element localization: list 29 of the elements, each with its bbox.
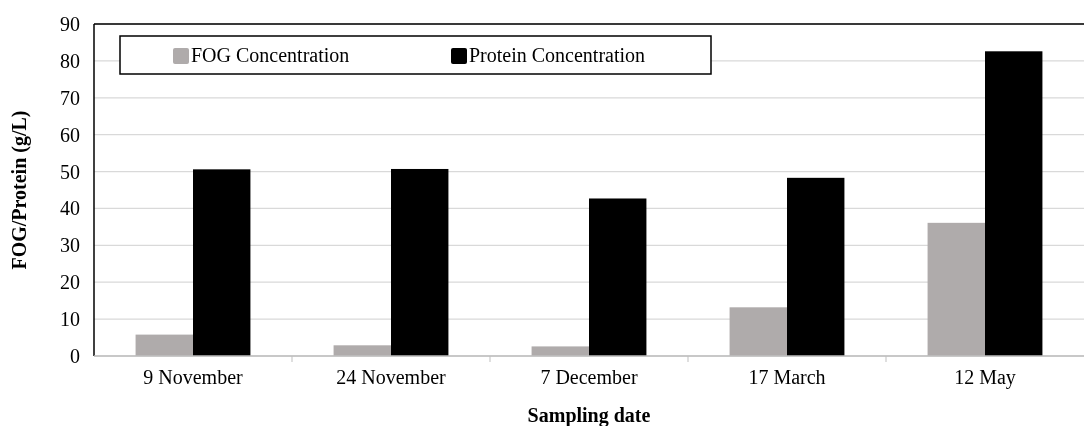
y-tick-label: 50 — [60, 160, 80, 183]
y-tick-label: 0 — [70, 345, 80, 367]
bar — [787, 177, 845, 356]
x-tick-label: 24 November — [336, 366, 447, 388]
y-tick-label: 20 — [60, 271, 80, 294]
y-tick-label: 80 — [60, 49, 80, 72]
y-tick-label: 90 — [60, 13, 80, 35]
bar — [531, 346, 589, 356]
x-tick-label: 7 December — [540, 366, 638, 388]
y-tick-label: 60 — [60, 123, 80, 146]
bar — [589, 198, 647, 356]
bar — [391, 168, 449, 356]
y-tick-label: 40 — [60, 197, 80, 220]
bar — [193, 169, 251, 356]
legend-label: Protein Concentration — [469, 44, 646, 66]
bar — [135, 334, 193, 356]
y-tick-label: 10 — [60, 308, 80, 331]
x-tick-label: 17 March — [748, 366, 826, 388]
bar — [729, 307, 787, 356]
x-tick-label: 9 November — [143, 366, 244, 388]
y-tick-label: 70 — [60, 86, 80, 109]
y-tick-label: 30 — [60, 234, 80, 257]
y-axis-title: FOG/Protein (g/L) — [8, 110, 31, 270]
bar — [985, 51, 1043, 356]
x-axis-title: Sampling date — [527, 404, 651, 427]
bar — [927, 222, 985, 356]
legend-label: FOG Concentration — [191, 44, 350, 66]
bar — [333, 345, 391, 356]
x-tick-label: 12 May — [954, 366, 1016, 389]
